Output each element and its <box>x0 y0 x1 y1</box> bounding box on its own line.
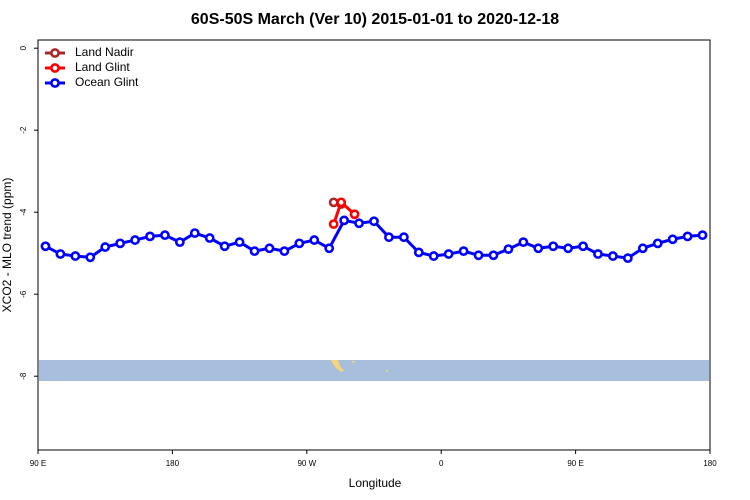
x-tick-label: 180 <box>166 459 180 468</box>
data-point <box>100 242 111 252</box>
data-point <box>682 231 693 242</box>
data-point <box>652 238 663 249</box>
legend-label: Ocean Glint <box>75 75 139 89</box>
data-point <box>369 216 379 227</box>
plot-frame <box>37 39 711 451</box>
data-point <box>70 251 81 261</box>
data-point <box>667 234 678 245</box>
map-strip <box>39 360 709 381</box>
y-tick-label: -4 <box>19 208 28 216</box>
y-tick-label: -2 <box>19 126 28 134</box>
data-point <box>40 241 51 252</box>
x-tick-label: 180 <box>703 459 717 468</box>
data-point <box>145 231 155 242</box>
data-point <box>294 238 305 249</box>
data-point <box>548 241 559 252</box>
data-point <box>160 230 170 241</box>
data-point <box>309 235 320 245</box>
x-tick-label: 90 E <box>30 459 46 468</box>
x-tick-label: 0 <box>439 459 444 468</box>
land-shape <box>331 360 344 372</box>
data-point <box>234 237 245 248</box>
data-point <box>354 218 364 229</box>
data-point <box>115 238 126 249</box>
legend-marker <box>50 78 60 88</box>
y-axis-label: XCO2 - MLO trend (ppm) <box>0 178 14 313</box>
x-axis-label: Longitude <box>349 476 402 490</box>
data-point <box>249 246 260 257</box>
data-point <box>328 219 339 229</box>
land-shape <box>386 370 388 372</box>
data-point <box>264 243 275 254</box>
data-point <box>697 230 708 241</box>
x-tick-label: 90 E <box>567 459 583 468</box>
data-point <box>349 209 360 220</box>
data-point <box>55 249 66 259</box>
y-tick-label: 0 <box>19 45 28 50</box>
data-point <box>428 251 439 261</box>
data-point <box>443 249 454 259</box>
data-point <box>189 228 200 239</box>
chart-title: 60S-50S March (Ver 10) 2015-01-01 to 202… <box>191 11 559 28</box>
legend-marker <box>50 63 60 73</box>
data-point <box>488 250 499 261</box>
data-point <box>473 250 484 261</box>
x-tick-label: 90 W <box>297 459 316 468</box>
data-point <box>336 197 347 208</box>
legend-label: Land Nadir <box>75 45 134 59</box>
data-point <box>130 235 140 245</box>
data-point <box>279 246 290 257</box>
data-point <box>533 243 544 254</box>
data-point <box>324 243 335 254</box>
data-point <box>398 232 409 243</box>
data-point <box>219 241 230 252</box>
data-point <box>578 241 588 252</box>
data-point <box>608 251 618 261</box>
y-tick-label: -8 <box>19 372 28 380</box>
ocean-strip <box>39 360 709 381</box>
data-point <box>174 237 185 248</box>
data-point <box>328 197 339 208</box>
data-point <box>384 232 394 243</box>
data-point <box>339 215 350 226</box>
data-point <box>593 249 603 259</box>
land-shape <box>352 361 355 363</box>
data-point <box>85 252 96 263</box>
data-point <box>204 233 215 243</box>
data-point <box>458 246 469 257</box>
data-point <box>637 243 648 254</box>
data-point <box>413 247 424 258</box>
data-point <box>622 253 633 264</box>
legend-marker <box>50 48 60 58</box>
data-point <box>518 237 529 248</box>
data-point <box>503 244 514 254</box>
legend-label: Land Glint <box>75 60 130 74</box>
data-point <box>563 243 574 254</box>
y-tick-label: -6 <box>19 290 28 298</box>
